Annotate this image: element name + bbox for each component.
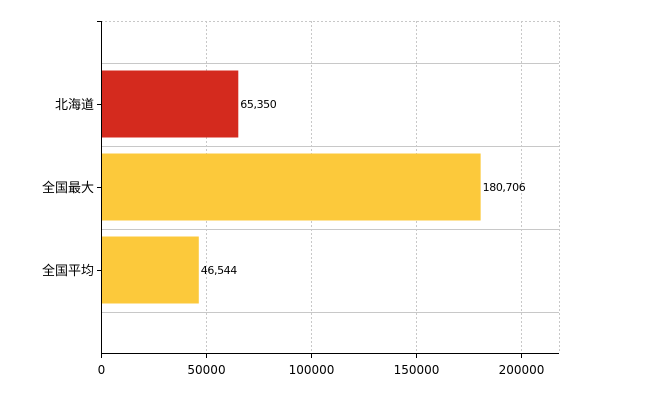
x-tick-label: 100000 bbox=[289, 363, 335, 377]
axes bbox=[97, 21, 559, 358]
category-label: 全国平均 bbox=[42, 263, 94, 279]
category-label: 全国最大 bbox=[42, 180, 94, 196]
grid bbox=[101, 21, 560, 353]
bar bbox=[101, 236, 199, 304]
data-label: 65,350 bbox=[240, 98, 276, 111]
data-label: 46,544 bbox=[201, 264, 237, 277]
labels: 65,350 北海道 180,706 全国最大 46,544 全国平均 0 50000 1000… bbox=[42, 98, 544, 377]
x-tick-label: 150000 bbox=[394, 363, 440, 377]
data-label: 180,706 bbox=[483, 181, 526, 194]
x-tick-label: 0 bbox=[98, 363, 106, 377]
category-label: 北海道 bbox=[55, 98, 94, 113]
bar bbox=[101, 153, 481, 221]
bars bbox=[101, 70, 481, 304]
x-tick-label: 50000 bbox=[187, 363, 225, 377]
bar bbox=[101, 70, 239, 138]
x-tick-label: 200000 bbox=[499, 363, 545, 377]
